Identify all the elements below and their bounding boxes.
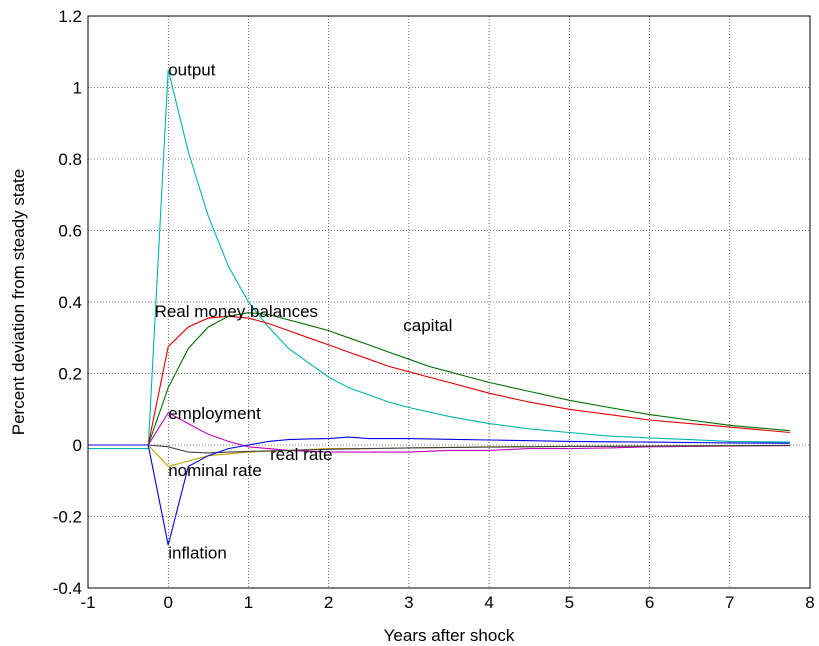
- annotation-label: nominal rate: [168, 461, 262, 480]
- axis-ticks: -1 0 1 2 3 4 5 6 7 8 -0.4 -0.2 0 0.2 0.4 0.6 0.8 1 1.2: [53, 7, 815, 612]
- series-lines: [88, 69, 790, 546]
- series-line-7: [88, 436, 790, 546]
- y-tick-label: 1.2: [58, 7, 82, 26]
- x-tick-label: 3: [404, 593, 413, 612]
- x-tick-label: 7: [725, 593, 734, 612]
- x-tick-label: 6: [645, 593, 654, 612]
- y-tick-label: -0.2: [53, 508, 82, 527]
- y-tick-label: 0.6: [58, 222, 82, 241]
- x-tick-label: 8: [805, 593, 814, 612]
- annotation-label: inflation: [168, 543, 227, 562]
- annotation-label: capital: [403, 316, 452, 335]
- y-axis-label: Percent deviation from steady state: [9, 169, 28, 435]
- series-line-6: [88, 444, 790, 454]
- annotation-label: employment: [168, 404, 261, 423]
- y-tick-label: 0: [73, 436, 82, 455]
- series-line-4: [88, 412, 790, 453]
- y-tick-label: 0.4: [58, 293, 82, 312]
- series-line-3: [88, 312, 790, 446]
- annotation-label: output: [168, 61, 216, 80]
- x-tick-label: 1: [244, 593, 253, 612]
- y-tick-label: 0.8: [58, 150, 82, 169]
- y-tick-label: 0.2: [58, 365, 82, 384]
- series-line-1: [88, 69, 790, 450]
- x-tick-label: 4: [484, 593, 493, 612]
- x-tick-label: -1: [80, 593, 95, 612]
- annotation-label: Real money balances: [155, 302, 318, 321]
- x-axis-label: Years after shock: [384, 626, 515, 645]
- y-tick-label: -0.4: [53, 579, 82, 598]
- plot-frame: [87, 15, 811, 589]
- annotations: output Real money balances capital employme…: [155, 61, 453, 563]
- y-tick-label: 1: [73, 79, 82, 98]
- x-tick-label: 5: [565, 593, 574, 612]
- x-tick-label: 2: [324, 593, 333, 612]
- x-tick-label: 0: [163, 593, 172, 612]
- annotation-label: real rate: [270, 445, 332, 464]
- series-line-2: [88, 315, 790, 446]
